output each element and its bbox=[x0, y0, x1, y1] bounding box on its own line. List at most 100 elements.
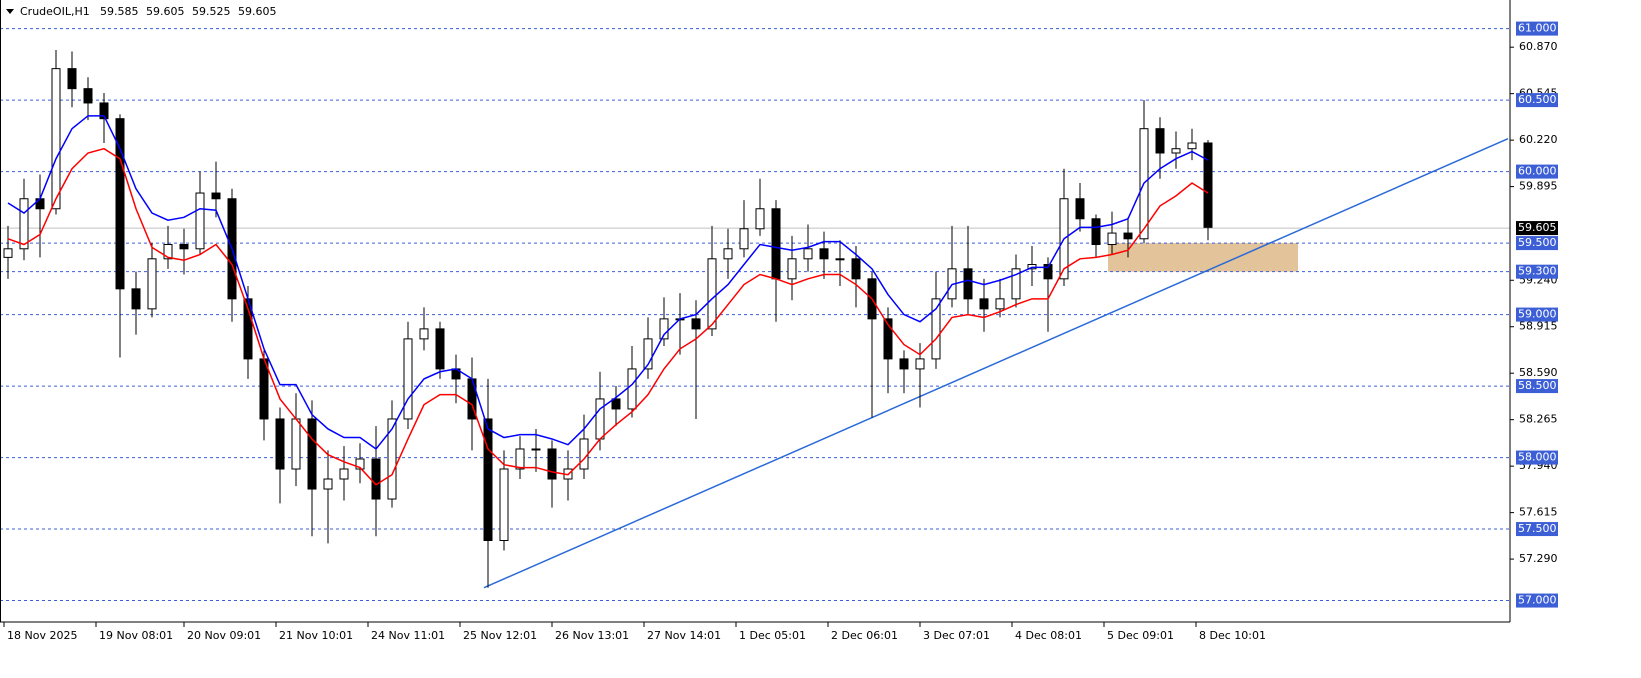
x-tick-label: 24 Nov 11:01 bbox=[371, 629, 445, 642]
trendline bbox=[483, 138, 1509, 589]
candle-body bbox=[403, 338, 413, 420]
candle-body bbox=[499, 468, 509, 541]
candle-body bbox=[195, 192, 205, 250]
candle-body bbox=[179, 244, 189, 250]
candle-body bbox=[3, 248, 13, 258]
candle-body bbox=[67, 68, 77, 90]
level-label-box bbox=[1516, 21, 1558, 36]
candle-body bbox=[883, 318, 893, 360]
candle-body bbox=[691, 318, 701, 330]
level-label-box bbox=[1516, 236, 1558, 251]
level-label: 59.500 bbox=[1518, 236, 1557, 249]
candle-body bbox=[755, 208, 765, 230]
x-tick-label: 5 Dec 09:01 bbox=[1107, 629, 1174, 642]
y-tick-label: 58.915 bbox=[1519, 320, 1558, 333]
candle-body bbox=[787, 258, 797, 280]
candle-body bbox=[147, 258, 157, 310]
level-label-box bbox=[1516, 264, 1558, 279]
y-tick-label: 59.895 bbox=[1519, 180, 1558, 193]
level-label: 58.000 bbox=[1518, 451, 1557, 464]
candle-body bbox=[739, 228, 749, 250]
x-tick-label: 8 Dec 10:01 bbox=[1199, 629, 1266, 642]
quote-value: 59.605 bbox=[238, 5, 277, 18]
level-label-box bbox=[1516, 379, 1558, 394]
level-label: 61.000 bbox=[1518, 22, 1557, 35]
candle-body bbox=[899, 358, 909, 370]
candle-body bbox=[963, 268, 973, 300]
candle-body bbox=[307, 418, 317, 490]
level-label: 60.500 bbox=[1518, 93, 1557, 106]
candle-body bbox=[419, 328, 429, 340]
quote-value: 59.605 bbox=[146, 5, 185, 18]
level-label: 59.300 bbox=[1518, 265, 1557, 278]
quote-value: 59.585 bbox=[100, 5, 139, 18]
candle-body bbox=[355, 458, 365, 470]
x-tick-label: 19 Nov 08:01 bbox=[99, 629, 173, 642]
x-tick-label: 4 Dec 08:01 bbox=[1015, 629, 1082, 642]
candle-body bbox=[707, 258, 717, 330]
candle-body bbox=[1171, 148, 1181, 154]
candle-body bbox=[979, 298, 989, 310]
symbol: CrudeOIL,H1 bbox=[20, 5, 90, 18]
candle-body bbox=[579, 438, 589, 470]
quote-value: 59.525 bbox=[192, 5, 231, 18]
candle-body bbox=[131, 288, 141, 310]
level-label-box bbox=[1516, 522, 1558, 537]
moving-average bbox=[7, 115, 1209, 451]
candle-body bbox=[995, 298, 1005, 310]
candle-body bbox=[371, 458, 381, 500]
candle-body bbox=[659, 318, 669, 340]
candle-body bbox=[115, 118, 125, 290]
candle-body bbox=[211, 192, 221, 200]
candle-body bbox=[1203, 142, 1213, 228]
candle-body bbox=[51, 68, 61, 210]
candle-body bbox=[595, 398, 605, 440]
level-label: 60.000 bbox=[1518, 165, 1557, 178]
level-label: 57.000 bbox=[1518, 594, 1557, 607]
candle-body bbox=[723, 248, 733, 260]
candle-body bbox=[1107, 232, 1117, 246]
y-tick-label: 60.220 bbox=[1519, 133, 1558, 146]
x-tick-label: 21 Nov 10:01 bbox=[279, 629, 353, 642]
candle-body bbox=[435, 328, 445, 370]
support-zone bbox=[1108, 243, 1298, 272]
x-tick-label: 20 Nov 09:01 bbox=[187, 629, 261, 642]
candle-body bbox=[771, 208, 781, 280]
level-label-box bbox=[1516, 307, 1558, 322]
x-tick-label: 2 Dec 06:01 bbox=[831, 629, 898, 642]
candle-body bbox=[531, 448, 541, 451]
candle-body bbox=[291, 418, 301, 470]
level-label: 57.500 bbox=[1518, 522, 1557, 535]
y-tick-label: 58.590 bbox=[1519, 366, 1558, 379]
candle-body bbox=[819, 248, 829, 260]
x-tick-label: 1 Dec 05:01 bbox=[739, 629, 806, 642]
level-label-box bbox=[1516, 93, 1558, 108]
menu-arrow[interactable] bbox=[6, 9, 14, 14]
candle-body bbox=[1011, 268, 1021, 300]
level-label-box bbox=[1516, 164, 1558, 179]
moving-average bbox=[7, 147, 1209, 486]
x-tick-label: 25 Nov 12:01 bbox=[463, 629, 537, 642]
candle-body bbox=[835, 258, 845, 261]
candle-body bbox=[83, 88, 93, 104]
x-tick-label: 26 Nov 13:01 bbox=[555, 629, 629, 642]
candle-body bbox=[1043, 264, 1053, 280]
price-label: 59.605 bbox=[1518, 221, 1557, 234]
price-label-box bbox=[1516, 221, 1558, 236]
level-label: 58.500 bbox=[1518, 379, 1557, 392]
x-tick-label: 3 Dec 07:01 bbox=[923, 629, 990, 642]
candle-body bbox=[387, 418, 397, 500]
candle-body bbox=[851, 258, 861, 280]
candle-body bbox=[1155, 128, 1165, 154]
candle-body bbox=[339, 468, 349, 480]
candle-body bbox=[931, 298, 941, 360]
x-tick-label: 18 Nov 2025 bbox=[7, 629, 77, 642]
candle-body bbox=[627, 368, 637, 410]
candle-body bbox=[515, 448, 525, 470]
y-tick-label: 60.870 bbox=[1519, 40, 1558, 53]
candle-body bbox=[1075, 198, 1085, 220]
x-tick-label: 27 Nov 14:01 bbox=[647, 629, 721, 642]
candle-body bbox=[99, 102, 109, 120]
candle-body bbox=[643, 338, 653, 370]
